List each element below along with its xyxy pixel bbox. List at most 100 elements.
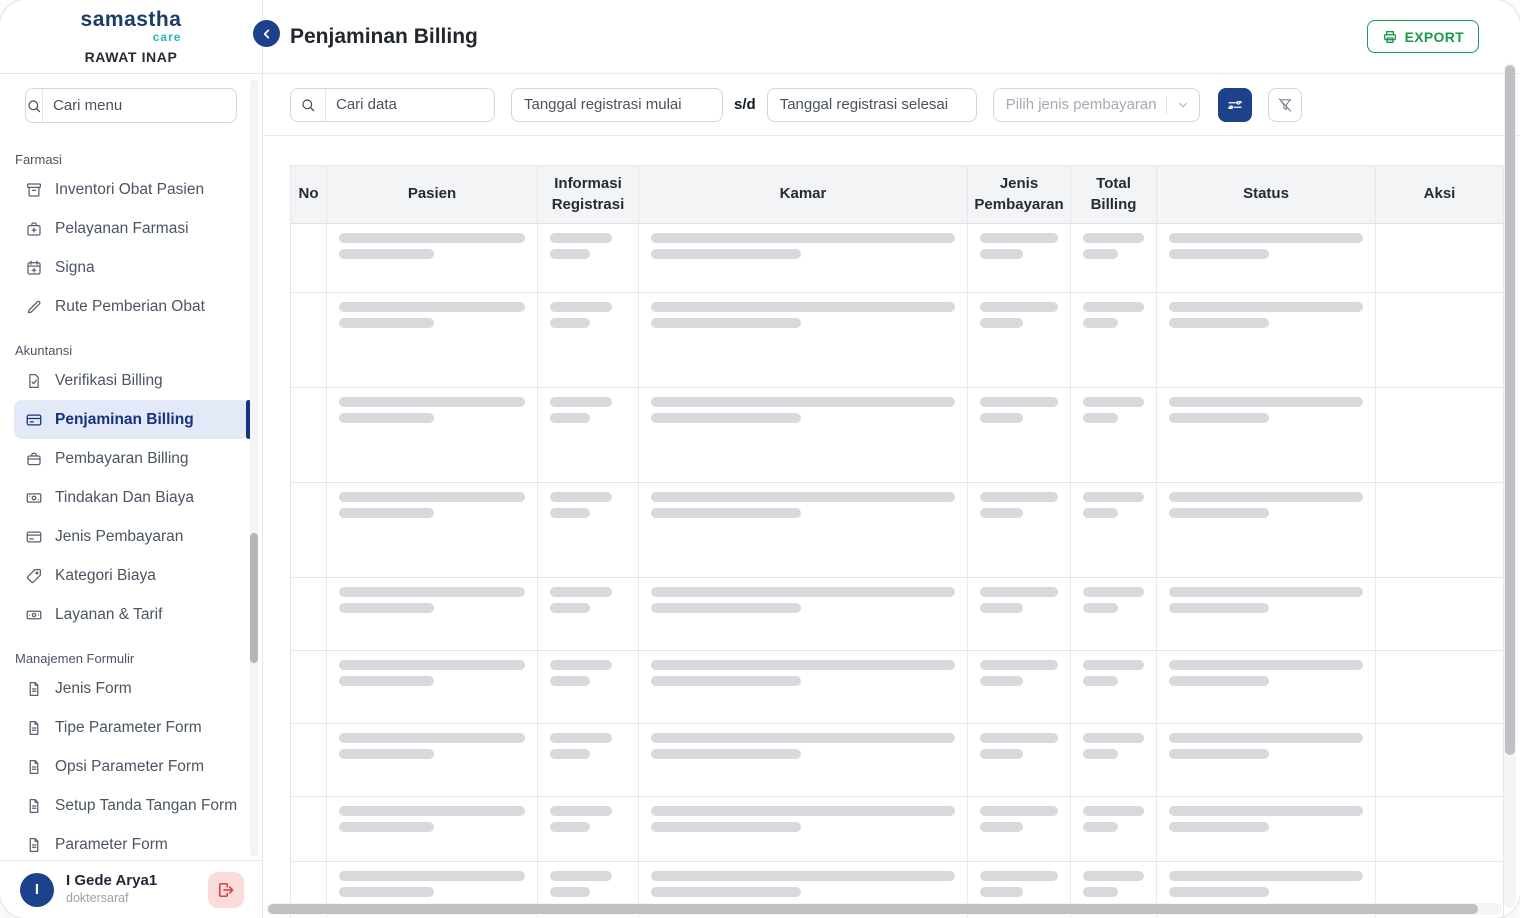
- sidebar-item-kategori-biaya[interactable]: Kategori Biaya: [14, 556, 249, 595]
- skeleton-bar: [1169, 249, 1269, 259]
- sidebar-scrollbar-track[interactable]: [250, 80, 258, 856]
- table-cell: [639, 862, 968, 918]
- skeleton-bar: [1083, 318, 1118, 328]
- skeleton-bar: [339, 318, 434, 328]
- sidebar-item-parameter-form[interactable]: Parameter Form: [14, 825, 249, 864]
- sidebar-item-signa[interactable]: Signa: [14, 248, 249, 287]
- table-cell: [1376, 388, 1503, 482]
- table-cell: [291, 224, 327, 292]
- form-icon: [25, 680, 43, 698]
- skeleton-bar: [651, 806, 955, 816]
- apply-filter-button[interactable]: [1217, 87, 1252, 122]
- table-cell: [327, 651, 538, 723]
- skeleton-bar: [550, 318, 590, 328]
- table-cell: [639, 224, 968, 292]
- table-search-input[interactable]: [326, 96, 494, 113]
- sidebar-item-setup-tanda-tangan-form[interactable]: Setup Tanda Tangan Form: [14, 786, 249, 825]
- table-cell: [327, 578, 538, 650]
- table-cell: [639, 651, 968, 723]
- skeleton-bar: [339, 302, 525, 312]
- printer-icon: [1382, 29, 1398, 45]
- skeleton-bar: [550, 660, 612, 670]
- sidebar-item-pembayaran-billing[interactable]: Pembayaran Billing: [14, 439, 249, 478]
- skeleton-bar: [1083, 508, 1118, 518]
- pencil-icon: [25, 298, 43, 316]
- skeleton-bar: [651, 822, 801, 832]
- date-start-input[interactable]: [511, 87, 723, 122]
- table-cell: [1071, 483, 1157, 577]
- skeleton-bar: [651, 508, 801, 518]
- sidebar-item-tindakan-dan-biaya[interactable]: Tindakan Dan Biaya: [14, 478, 249, 517]
- table-row: [291, 577, 1503, 650]
- skeleton-bar: [980, 887, 1023, 897]
- tag-icon: [25, 567, 43, 585]
- sidebar-item-rute-pemberian-obat[interactable]: Rute Pemberian Obat: [14, 287, 249, 326]
- skeleton-bar: [651, 249, 801, 259]
- table-cell: [968, 293, 1071, 387]
- sidebar-scrollbar-thumb[interactable]: [250, 533, 258, 663]
- skeleton-bar: [1083, 871, 1144, 881]
- table-cell: [968, 797, 1071, 861]
- sidebar-search[interactable]: [25, 88, 237, 123]
- skeleton-bar: [1169, 733, 1363, 743]
- search-icon: [26, 98, 42, 114]
- user-name: I Gede Arya1: [66, 872, 158, 890]
- table-cell: [538, 293, 639, 387]
- skeleton-bar: [1169, 871, 1363, 881]
- nav-section-label: Farmasi: [15, 152, 62, 167]
- table-cell: [639, 578, 968, 650]
- skeleton-bar: [339, 492, 525, 502]
- skeleton-bar: [339, 233, 525, 243]
- date-end-input[interactable]: [766, 87, 977, 122]
- page-title: Penjaminan Billing: [290, 24, 478, 48]
- skeleton-bar: [1169, 397, 1363, 407]
- logout-button[interactable]: [208, 871, 244, 908]
- sidebar-search-input[interactable]: [43, 97, 236, 114]
- payment-type-select[interactable]: Pilih jenis pembayaran: [992, 87, 1200, 122]
- sidebar-item-verifikasi-billing[interactable]: Verifikasi Billing: [14, 361, 249, 400]
- table-cell: [968, 388, 1071, 482]
- table-cell: [1157, 651, 1376, 723]
- table-cell: [968, 224, 1071, 292]
- table-cell: [1071, 724, 1157, 796]
- sidebar-item-jenis-pembayaran[interactable]: Jenis Pembayaran: [14, 517, 249, 556]
- sidebar-item-label: Penjaminan Billing: [55, 410, 194, 428]
- skeleton-bar: [550, 749, 590, 759]
- table-cell: [327, 483, 538, 577]
- skeleton-bar: [550, 806, 612, 816]
- clear-filter-button[interactable]: [1267, 87, 1302, 122]
- horizontal-scrollbar-thumb[interactable]: [268, 904, 1478, 914]
- sidebar-item-layanan-tarif[interactable]: Layanan & Tarif: [14, 595, 249, 634]
- table-cell: [1157, 797, 1376, 861]
- table-cell: [968, 483, 1071, 577]
- export-button[interactable]: EXPORT: [1366, 20, 1479, 53]
- table-cell: [1157, 388, 1376, 482]
- back-button[interactable]: [253, 20, 280, 47]
- skeleton-bar: [550, 233, 612, 243]
- skeleton-bar: [651, 887, 801, 897]
- document-check-icon: [25, 372, 43, 390]
- sidebar-item-pelayanan-farmasi[interactable]: Pelayanan Farmasi: [14, 209, 249, 248]
- sidebar-item-penjaminan-billing[interactable]: Penjaminan Billing: [14, 400, 251, 439]
- sidebar-item-jenis-form[interactable]: Jenis Form: [14, 669, 249, 708]
- sidebar-item-opsi-parameter-form[interactable]: Opsi Parameter Form: [14, 747, 249, 786]
- sidebar-item-tipe-parameter-form[interactable]: Tipe Parameter Form: [14, 708, 249, 747]
- horizontal-scrollbar-track[interactable]: [266, 903, 1502, 915]
- payment-type-select-placeholder: Pilih jenis pembayaran: [1005, 96, 1157, 113]
- vertical-scrollbar-track[interactable]: [1504, 63, 1516, 908]
- sidebar-item-label: Layanan & Tarif: [55, 605, 163, 623]
- vertical-scrollbar-thumb[interactable]: [1505, 65, 1515, 755]
- skeleton-bar: [651, 749, 801, 759]
- skeleton-bar: [550, 603, 590, 613]
- user-role: doktersaraf: [66, 891, 129, 906]
- skeleton-bar: [980, 871, 1058, 881]
- skeleton-bar: [1083, 302, 1144, 312]
- table-cell: [1157, 483, 1376, 577]
- skeleton-bar: [550, 508, 590, 518]
- table-row: [291, 292, 1503, 387]
- table-cell: [538, 651, 639, 723]
- table-search[interactable]: [290, 87, 495, 122]
- skeleton-bar: [980, 806, 1058, 816]
- sidebar-item-inventori-obat-pasien[interactable]: Inventori Obat Pasien: [14, 170, 249, 209]
- skeleton-bar: [980, 397, 1058, 407]
